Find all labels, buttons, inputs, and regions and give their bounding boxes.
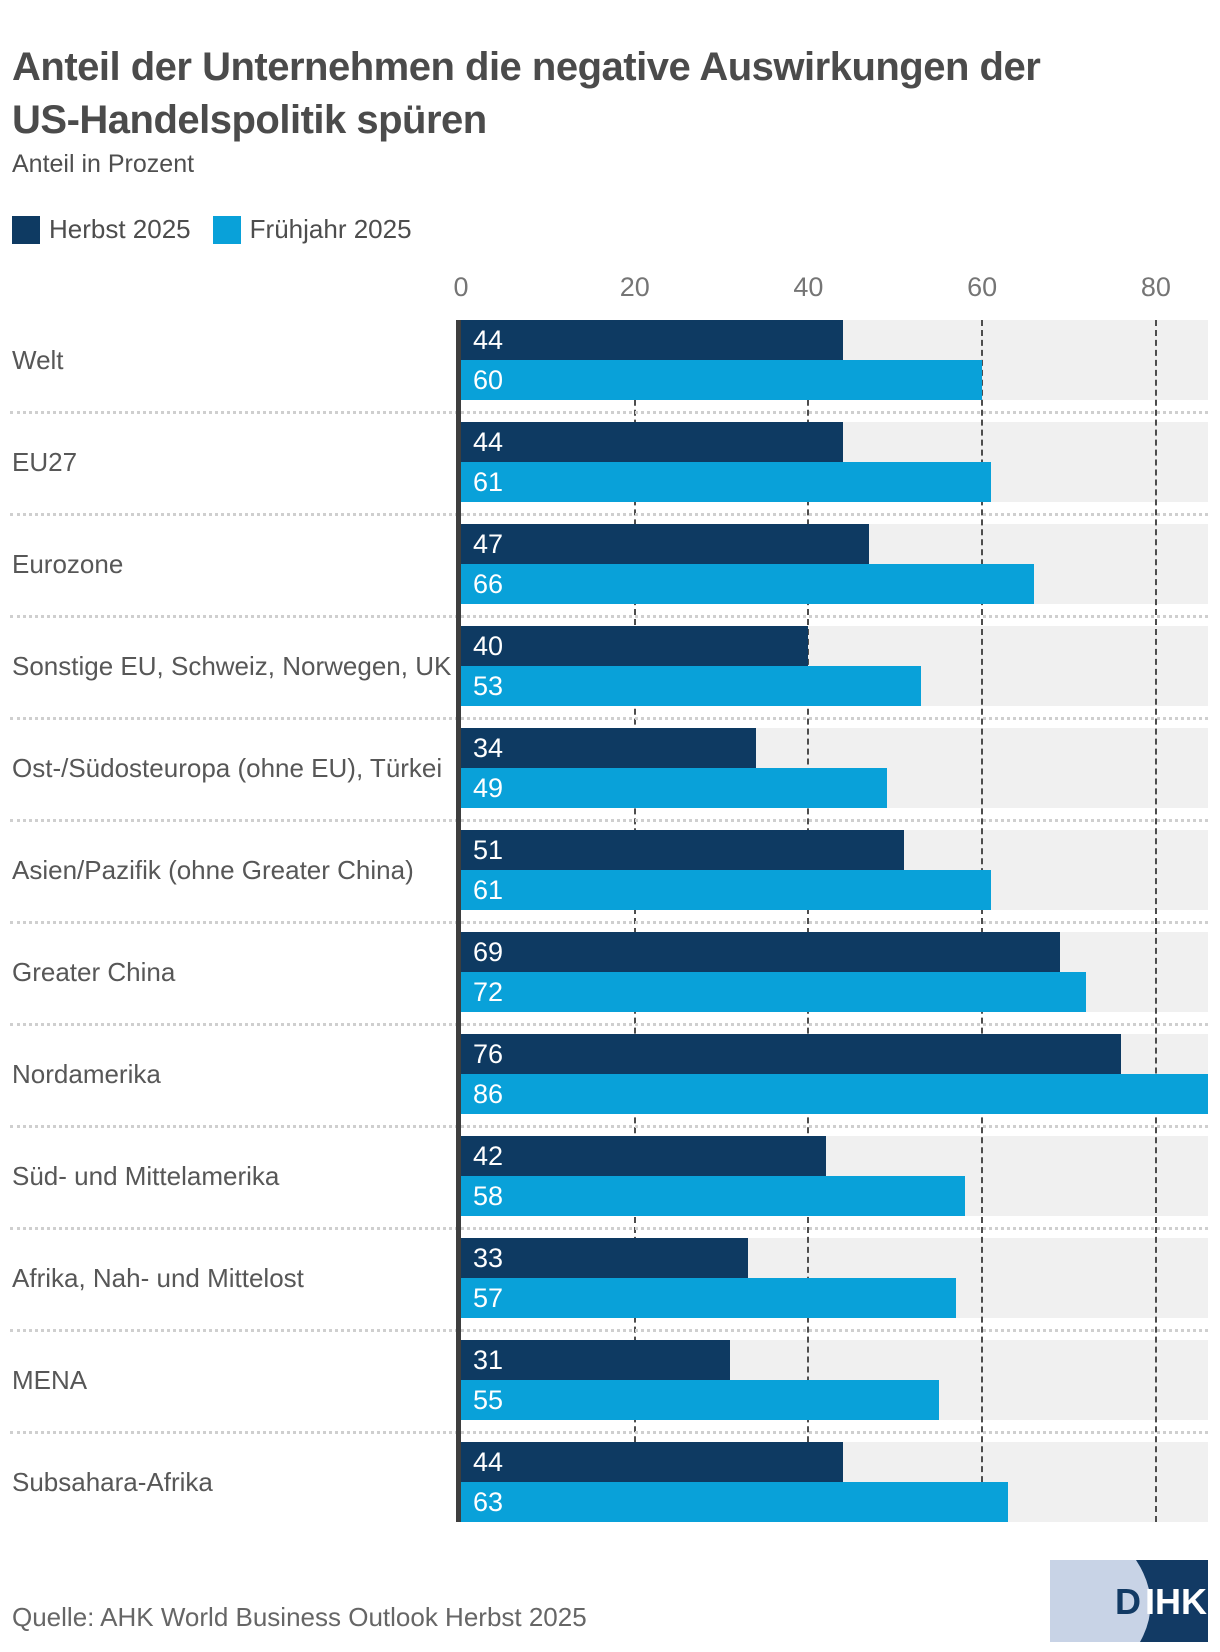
- category-label: Subsahara-Afrika: [12, 1466, 213, 1497]
- category-label: EU27: [12, 446, 78, 477]
- bar-fruehjahr: [461, 1482, 1009, 1522]
- legend-swatch-herbst-2025: [12, 215, 40, 244]
- bar-herbst: [461, 1442, 844, 1482]
- title-line-1: Anteil der Unternehmen die negative Ausw…: [12, 44, 1041, 89]
- logo-navy-shape: [1136, 1560, 1208, 1642]
- page-title: Anteil der Unternehmen die negative Ausw…: [12, 41, 1192, 147]
- bar-value-label: 44: [473, 1447, 504, 1477]
- row-separator: [10, 717, 1208, 720]
- bar-fruehjahr: [461, 972, 1087, 1012]
- bar-value-label: 40: [473, 631, 504, 661]
- row-separator: [10, 1023, 1208, 1026]
- bar-fruehjahr: [461, 768, 887, 808]
- bar-herbst: [461, 1340, 731, 1380]
- legend-label-fruehjahr-2025: Frühjahr 2025: [249, 214, 412, 244]
- logo-letters-ihk: IHK: [1145, 1581, 1207, 1622]
- x-axis-tick-label: 60: [967, 272, 998, 302]
- bar-value-label: 61: [473, 875, 504, 905]
- bar-value-label: 44: [473, 427, 504, 457]
- bar-fruehjahr: [461, 870, 991, 910]
- bar-herbst: [461, 932, 1061, 972]
- bar-value-label: 72: [473, 977, 504, 1007]
- dihk-logo-graphic: D IHK: [1050, 1560, 1208, 1642]
- chart-subtitle: Anteil in Prozent: [12, 150, 195, 178]
- bar-fruehjahr: [461, 1074, 1208, 1114]
- bar-value-label: 42: [473, 1141, 504, 1171]
- bar-fruehjahr: [461, 360, 983, 400]
- category-label: Süd- und Mittelamerika: [12, 1160, 280, 1191]
- x-axis-tick-label: 20: [619, 272, 650, 302]
- bar-herbst: [461, 1238, 748, 1278]
- x-axis-zero-line: [456, 320, 461, 1522]
- bar-herbst: [461, 422, 844, 462]
- bar-fruehjahr: [461, 1176, 965, 1216]
- bar-fruehjahr: [461, 1278, 957, 1318]
- bar-value-label: 53: [473, 671, 504, 701]
- legend-label-herbst-2025: Herbst 2025: [49, 214, 191, 244]
- category-label: Asien/Pazifik (ohne Greater China): [12, 854, 414, 885]
- chart-legend: Herbst 2025 Frühjahr 2025: [12, 214, 412, 245]
- bar-herbst: [461, 1034, 1122, 1074]
- bar-fruehjahr: [461, 666, 922, 706]
- legend-swatch-fruehjahr-2025: [212, 215, 241, 244]
- title-line-2: US-Handelspolitik spüren: [12, 97, 487, 142]
- x-axis-tick-label: 0: [453, 272, 469, 302]
- category-label: Sonstige EU, Schweiz, Norwegen, UK: [12, 650, 452, 681]
- dihk-logo: D IHK: [1050, 1560, 1208, 1642]
- legend-item-herbst-2025: Herbst 2025: [12, 214, 191, 245]
- bar-value-label: 55: [473, 1385, 504, 1415]
- bar-value-label: 69: [473, 937, 504, 967]
- bar-value-label: 51: [473, 835, 504, 865]
- row-separator: [10, 1125, 1208, 1128]
- category-label: Greater China: [12, 956, 176, 987]
- x-axis-tick-label: 80: [1140, 272, 1171, 302]
- bar-herbst: [461, 524, 870, 564]
- bar-value-label: 44: [473, 325, 504, 355]
- category-label: Nordamerika: [12, 1058, 161, 1089]
- bar-fruehjahr: [461, 564, 1035, 604]
- bar-value-label: 33: [473, 1243, 504, 1273]
- bar-value-label: 57: [473, 1283, 504, 1313]
- bar-herbst: [461, 626, 809, 666]
- bar-value-label: 34: [473, 733, 504, 763]
- bar-value-label: 63: [473, 1487, 504, 1517]
- category-label: Ost-/Südosteuropa (ohne EU), Türkei: [12, 752, 443, 783]
- bar-value-label: 61: [473, 467, 504, 497]
- category-label: Welt: [12, 344, 64, 375]
- bar-herbst: [461, 1136, 826, 1176]
- row-separator: [10, 819, 1208, 822]
- bar-value-label: 49: [473, 773, 504, 803]
- bar-value-label: 31: [473, 1345, 504, 1375]
- category-label: Eurozone: [12, 548, 124, 579]
- bar-herbst: [461, 728, 757, 768]
- bar-value-label: 66: [473, 569, 504, 599]
- row-separator: [10, 411, 1208, 414]
- bar-value-label: 47: [473, 529, 504, 559]
- bar-value-label: 60: [473, 365, 504, 395]
- logo-letter-d: D: [1115, 1581, 1141, 1622]
- bar-value-label: 86: [473, 1079, 504, 1109]
- bar-value-label: 58: [473, 1181, 504, 1211]
- bar-value-label: 76: [473, 1039, 504, 1069]
- category-label: Afrika, Nah- und Mittelost: [12, 1262, 304, 1293]
- legend-item-fruehjahr-2025: Frühjahr 2025: [212, 214, 412, 245]
- source-note: Quelle: AHK World Business Outlook Herbs…: [12, 1602, 587, 1632]
- x-axis-tick-label: 40: [793, 272, 824, 302]
- bar-fruehjahr: [461, 462, 991, 502]
- bar-herbst: [461, 830, 904, 870]
- row-separator: [10, 1431, 1208, 1434]
- row-separator: [10, 615, 1208, 618]
- category-label: MENA: [12, 1364, 88, 1395]
- bar-herbst: [461, 320, 844, 360]
- row-separator: [10, 513, 1208, 516]
- row-separator: [10, 921, 1208, 924]
- row-separator: [10, 1227, 1208, 1230]
- bar-fruehjahr: [461, 1380, 939, 1420]
- row-separator: [10, 1329, 1208, 1332]
